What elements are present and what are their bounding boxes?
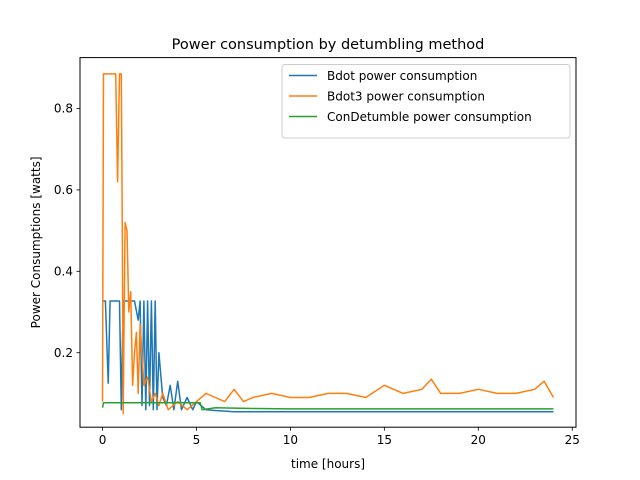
- legend-label-1: Bdot power consumption: [327, 69, 477, 83]
- legend-label-2: Bdot3 power consumption: [327, 89, 485, 103]
- series-line-3: [101, 402, 554, 411]
- legend-label-3: ConDetumble power consumption: [327, 110, 532, 124]
- y-tick-label: 0.6: [54, 183, 73, 197]
- x-tick-label: 10: [283, 433, 298, 447]
- x-tick-label: 15: [377, 433, 392, 447]
- series-line-2: [101, 73, 555, 415]
- y-axis: 0.2 0.4 0.6 0.8: [54, 102, 80, 360]
- x-tick-label: 25: [565, 433, 580, 447]
- series-line-1: [102, 300, 554, 413]
- x-tick-label: 0: [99, 433, 107, 447]
- x-tick-label: 20: [471, 433, 486, 447]
- y-tick-label: 0.8: [54, 102, 73, 116]
- x-axis: 0 5 10 15 20 25: [99, 427, 580, 447]
- chart-title: Power consumption by detumbling method: [172, 37, 485, 53]
- x-axis-title: time [hours]: [291, 457, 365, 471]
- plot-frame: [79, 57, 577, 428]
- y-tick-label: 0.4: [54, 265, 73, 279]
- legend-frame: [281, 64, 571, 139]
- legend: Bdot power consumption Bdot3 power consum…: [281, 64, 571, 139]
- y-axis-title: Power Consumptions [watts]: [29, 156, 43, 328]
- series-layer: [101, 73, 555, 415]
- x-tick-label: 5: [193, 433, 201, 447]
- y-tick-label: 0.2: [54, 346, 73, 360]
